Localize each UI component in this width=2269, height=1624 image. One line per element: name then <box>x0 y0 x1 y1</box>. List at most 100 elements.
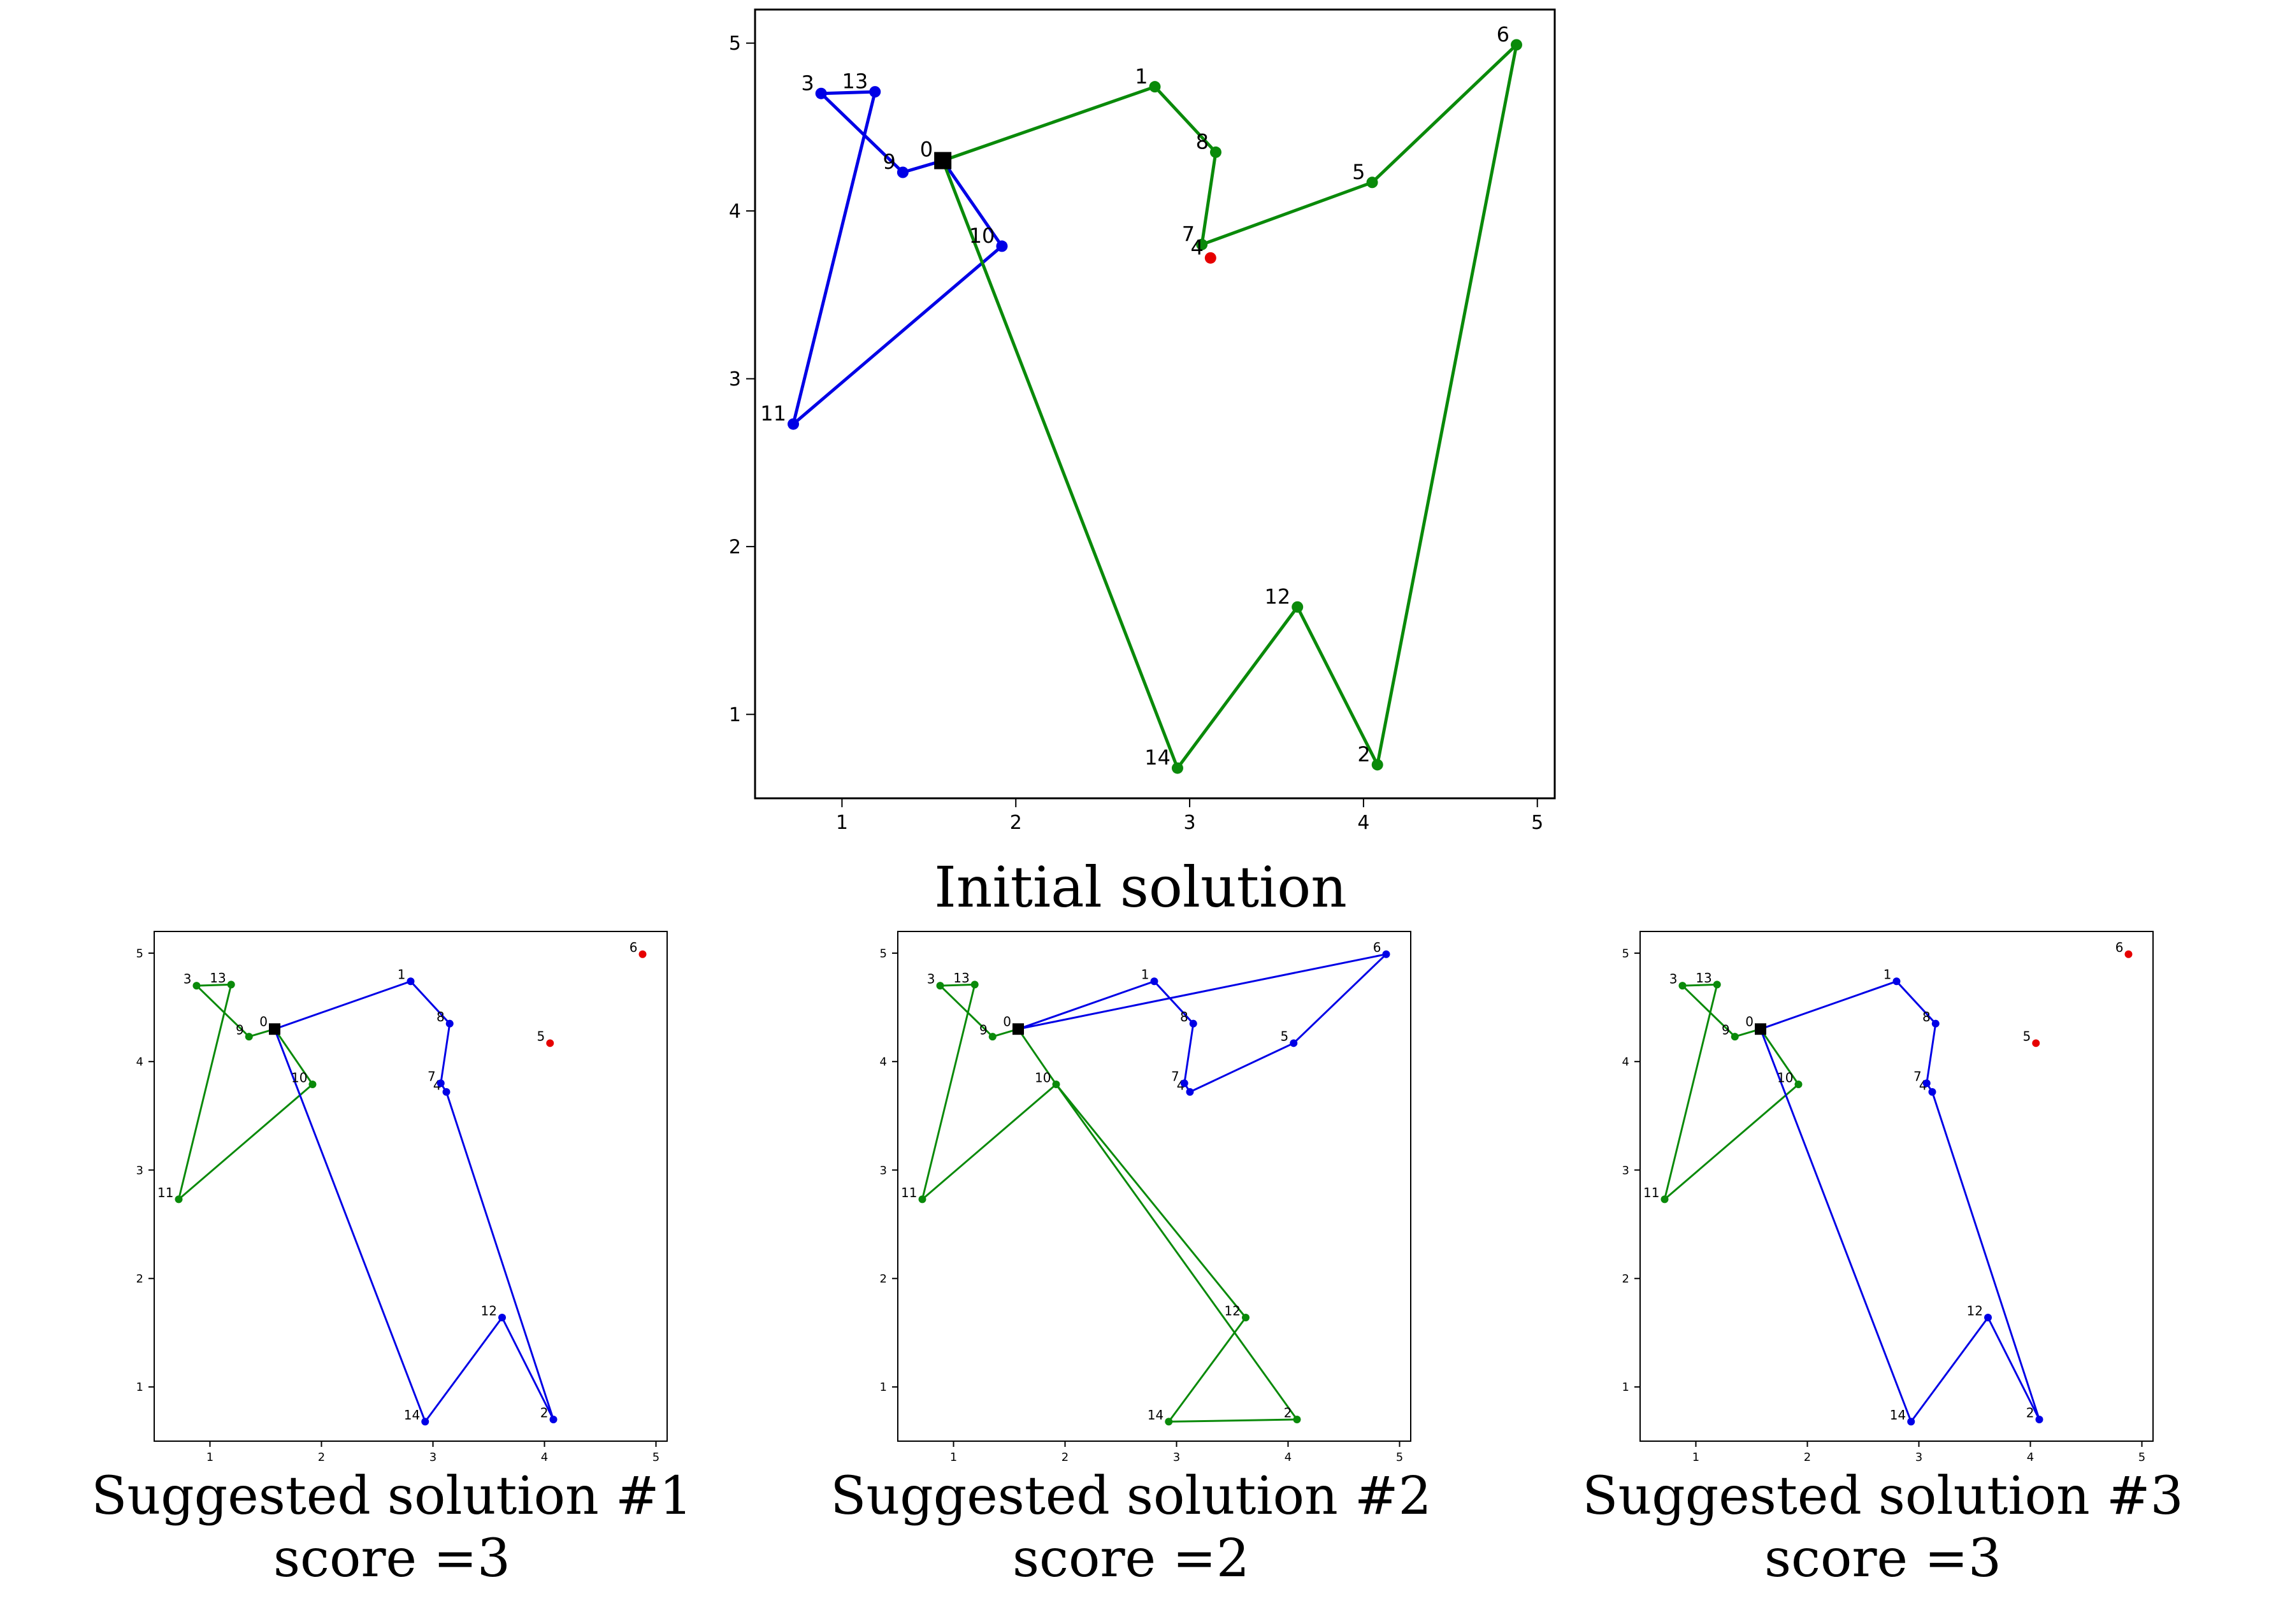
x-tick-label: 3 <box>1915 1451 1922 1464</box>
node-point <box>436 1079 445 1088</box>
node-point <box>788 418 800 430</box>
x-tick-label: 3 <box>1184 812 1196 834</box>
y-tick-label: 2 <box>1622 1272 1629 1286</box>
node-label: 11 <box>760 401 786 426</box>
node-label: 12 <box>1225 1303 1241 1318</box>
chart-initial-solution: 1 2 3 4 5 1 2 3 4 5 1 2 3 5 6 7 8 9 10 11 12 13 14 4 0 <box>729 8 1556 834</box>
node-point <box>996 240 1008 252</box>
x-tick-label: 4 <box>1285 1451 1292 1464</box>
node-point <box>445 1019 454 1028</box>
x-tick-label: 1 <box>1692 1451 1699 1464</box>
depot-label: 0 <box>1745 1014 1754 1030</box>
y-tick-label: 1 <box>136 1381 143 1394</box>
node-label: 9 <box>236 1023 244 1038</box>
node-point <box>1382 950 1390 958</box>
node-point <box>245 1033 253 1041</box>
unserved-node-point <box>1204 252 1216 264</box>
unserved-node-label: 6 <box>2115 940 2124 955</box>
node-label: 11 <box>157 1185 173 1200</box>
caption-suggested-1: Suggested solution #1 score =3 <box>91 1466 693 1590</box>
y-tick-label: 1 <box>1622 1381 1629 1394</box>
node-point <box>407 977 415 986</box>
y-tick-label: 2 <box>880 1272 887 1286</box>
node-label: 5 <box>1281 1029 1289 1044</box>
depot-label: 0 <box>1003 1014 1011 1030</box>
node-point <box>549 1415 558 1423</box>
x-tick-label: 4 <box>2027 1451 2034 1464</box>
caption-suggested-3: Suggested solution #3 score =3 <box>1582 1466 2184 1590</box>
chart-suggested-1: 1 2 3 4 5 1 2 3 4 5 1 2 3 4 7 8 9 10 11 12 13 14 6 5 0 <box>0 917 756 1465</box>
node-point <box>308 1081 317 1088</box>
plot-frame <box>897 931 1411 1442</box>
node-point <box>1165 1418 1173 1426</box>
node-point <box>1931 1019 1940 1028</box>
x-tick-label: 1 <box>950 1451 957 1464</box>
x-tick-label: 2 <box>1062 1451 1069 1464</box>
node-label: 14 <box>1148 1407 1163 1423</box>
y-tick-label: 5 <box>1622 947 1629 960</box>
node-label: 3 <box>1669 972 1678 987</box>
unserved-node-label: 5 <box>2023 1029 2031 1044</box>
node-point <box>1293 1415 1301 1423</box>
node-point <box>815 87 827 99</box>
route-line-2 <box>941 43 1518 770</box>
node-label: 12 <box>481 1303 497 1318</box>
plot-frame <box>154 931 668 1442</box>
node-point <box>1678 982 1687 990</box>
plot-frame <box>754 8 1556 800</box>
node-point <box>227 981 235 989</box>
node-label: 8 <box>1180 1009 1188 1024</box>
node-label: 7 <box>428 1069 436 1084</box>
node-point <box>1180 1079 1188 1088</box>
depot-label: 0 <box>920 137 933 161</box>
node-label: 9 <box>979 1023 988 1038</box>
plot-frame <box>1639 931 2154 1442</box>
node-point <box>498 1313 506 1321</box>
node-point <box>869 86 881 98</box>
node-point <box>1150 977 1158 986</box>
node-point <box>1907 1418 1915 1426</box>
node-label: 12 <box>1264 584 1290 608</box>
y-tick-label: 2 <box>729 536 741 558</box>
node-label: 7 <box>1182 222 1195 246</box>
node-label: 11 <box>901 1185 917 1200</box>
node-label: 2 <box>2026 1405 2035 1420</box>
node-point <box>897 166 909 178</box>
x-tick-label: 2 <box>1804 1451 1811 1464</box>
node-point <box>1171 762 1183 774</box>
node-point <box>1290 1039 1298 1047</box>
x-tick-label: 5 <box>1531 812 1543 834</box>
x-tick-label: 1 <box>836 812 848 834</box>
node-point <box>1242 1313 1250 1321</box>
node-point <box>175 1195 183 1204</box>
unserved-node-label: 5 <box>537 1029 545 1044</box>
node-point <box>1371 759 1383 771</box>
route-line-1 <box>178 983 313 1200</box>
y-tick-label: 1 <box>729 704 741 726</box>
node-point <box>1186 1088 1194 1096</box>
node-point <box>2035 1415 2043 1423</box>
node-label: 9 <box>883 150 896 174</box>
x-tick-label: 5 <box>1396 1451 1403 1464</box>
node-label: 1 <box>398 967 406 982</box>
y-tick-label: 2 <box>136 1272 143 1286</box>
node-label: 3 <box>927 972 935 987</box>
x-tick-label: 5 <box>2138 1451 2145 1464</box>
node-label: 11 <box>1643 1185 1659 1200</box>
node-label: 10 <box>1777 1070 1793 1085</box>
node-label: 9 <box>1722 1023 1730 1038</box>
y-tick-label: 4 <box>880 1056 887 1069</box>
unserved-node-point <box>2124 950 2133 958</box>
caption-initial-solution: Initial solution <box>934 854 1347 920</box>
node-point <box>1984 1313 1992 1321</box>
x-tick-label: 4 <box>1357 812 1369 834</box>
route-line-1 <box>1664 983 1799 1200</box>
node-label: 1 <box>1141 967 1149 982</box>
route-line-2 <box>1018 953 1387 1093</box>
y-tick-label: 3 <box>729 368 741 391</box>
node-label: 12 <box>1967 1303 1983 1318</box>
node-label: 3 <box>184 972 192 987</box>
